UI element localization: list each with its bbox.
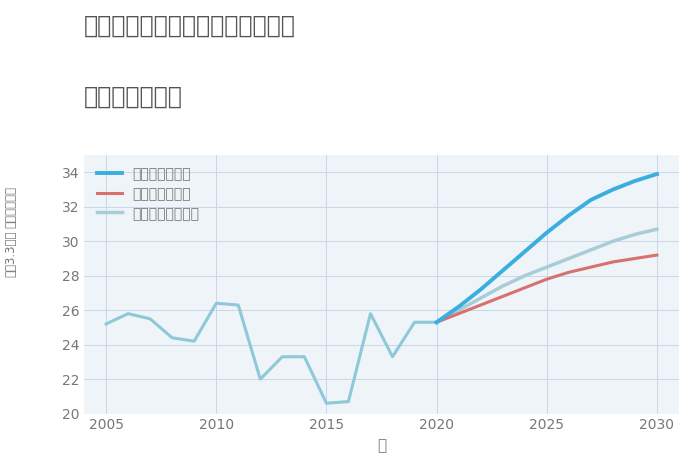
Text: 坪（3.3㎡）: 坪（3.3㎡） [4, 231, 17, 277]
Text: 土地の価格推移: 土地の価格推移 [84, 85, 183, 109]
X-axis label: 年: 年 [377, 438, 386, 453]
Text: 兵庫県多可郡多可町加美区多田の: 兵庫県多可郡多可町加美区多田の [84, 14, 296, 38]
Text: 単価（万円）: 単価（万円） [4, 186, 17, 228]
Legend: グッドシナリオ, バッドシナリオ, ノーマルシナリオ: グッドシナリオ, バッドシナリオ, ノーマルシナリオ [91, 162, 205, 226]
